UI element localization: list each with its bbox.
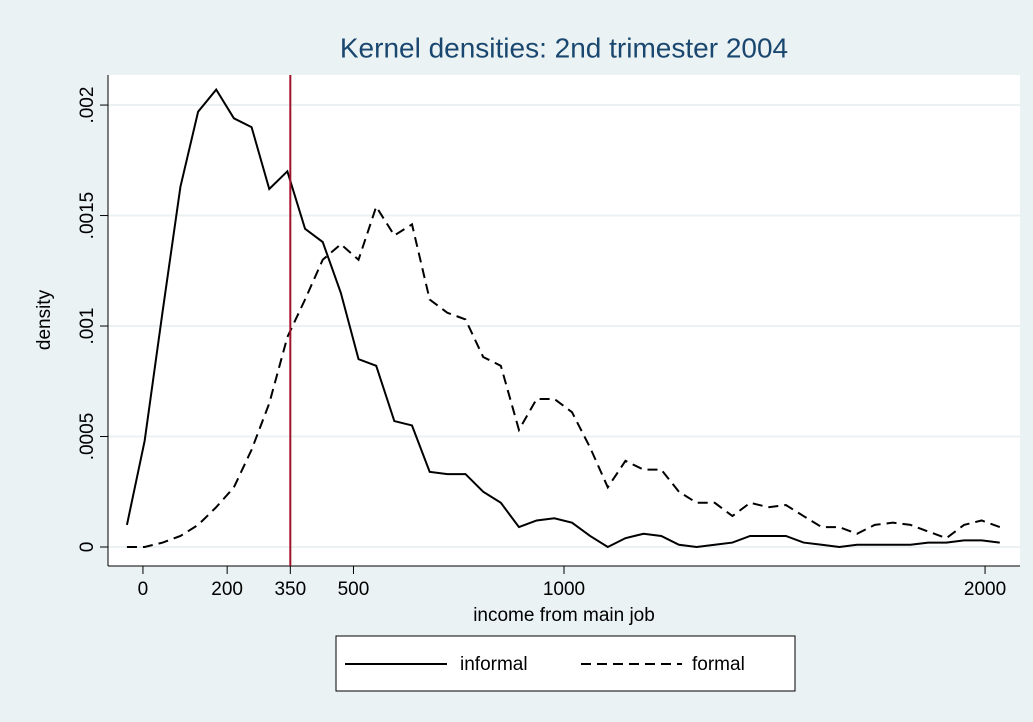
x-tick-label: 350 xyxy=(274,579,306,600)
series-line xyxy=(126,204,1001,548)
y-tick-label: .001 xyxy=(77,308,98,345)
x-axis-title: income from main job xyxy=(473,605,655,626)
y-tick-label: .002 xyxy=(77,87,98,124)
x-tick-label: 0 xyxy=(138,579,149,600)
x-tick-label: 1000 xyxy=(543,579,585,600)
x-tick-label: 200 xyxy=(211,579,243,600)
y-axis-title: density xyxy=(34,289,55,350)
series-line xyxy=(125,87,1000,549)
legend-label: formal xyxy=(692,654,745,675)
x-tick-label: 2000 xyxy=(964,579,1006,600)
plot-area xyxy=(108,75,1020,566)
y-tick-label: .0005 xyxy=(77,413,98,461)
y-tick-label: .0015 xyxy=(77,192,98,240)
x-tick-label: 500 xyxy=(338,579,370,600)
chart-title: Kernel densities: 2nd trimester 2004 xyxy=(340,32,788,63)
legend-label: informal xyxy=(460,654,528,675)
y-tick-label: 0 xyxy=(77,542,98,553)
